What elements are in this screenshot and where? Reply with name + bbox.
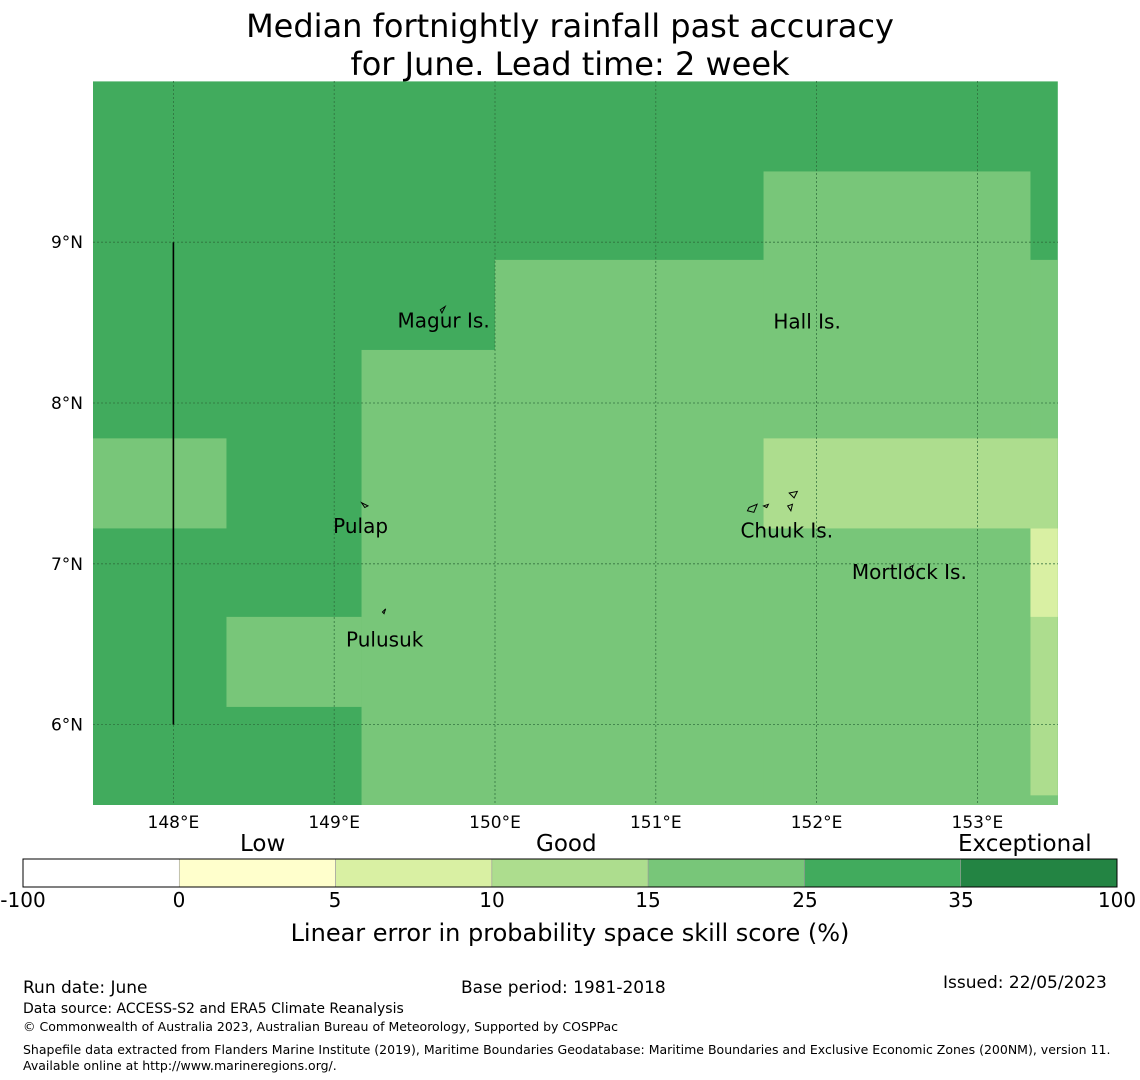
shapefile-credit: Shapefile data extracted from Flanders M… — [23, 1042, 1111, 1073]
colorbar-tick-label: 100 — [1097, 888, 1137, 912]
latitude-tick-label: 8°N — [51, 394, 83, 414]
colorbar-tick-label: 10 — [479, 888, 505, 912]
latitude-tick-label: 7°N — [51, 555, 83, 575]
chuuk-island-outline — [786, 503, 794, 512]
colorbar-category-low: Low — [240, 831, 286, 857]
longitude-tick-label: 149°E — [308, 813, 360, 833]
colorbar-tick-label: 35 — [948, 888, 974, 912]
colorbar-swatch — [647, 858, 805, 888]
longitude-tick-label: 148°E — [148, 813, 200, 833]
island-label: Pulap — [333, 514, 388, 538]
colorbar-axis-label: Linear error in probability space skill … — [290, 919, 850, 947]
copyright: © Commonwealth of Australia 2023, Austra… — [23, 1019, 618, 1034]
island-label: Chuuk Is. — [740, 518, 833, 542]
skill-cell — [763, 438, 1058, 529]
skill-cell — [1030, 528, 1058, 617]
run-date: Run date: June — [23, 978, 148, 998]
colorbar-tick-label: -100 — [0, 888, 46, 912]
colorbar-category-good: Good — [536, 831, 597, 857]
chuuk-island-outline — [762, 503, 770, 509]
colorbar-tick-label: 0 — [172, 888, 186, 912]
island-label: Hall Is. — [773, 310, 840, 334]
skill-raster — [93, 81, 1058, 805]
magur-island-outline — [439, 305, 447, 315]
data-source: Data source: ACCESS-S2 and ERA5 Climate … — [23, 1001, 404, 1017]
mortlock-island-outline — [909, 564, 914, 572]
island-label: Mortlock Is. — [852, 560, 967, 584]
colorbar-swatch — [491, 858, 649, 888]
colorbar-swatch — [178, 858, 336, 888]
colorbar-swatch — [804, 858, 962, 888]
chuuk-island-outline — [788, 490, 799, 499]
longitude-tick-label: 150°E — [469, 813, 521, 833]
colorbar-swatch — [960, 858, 1118, 888]
issued-date: Issued: 22/05/2023 — [943, 973, 1107, 993]
colorbar-category-exceptional: Exceptional — [958, 831, 1092, 857]
skill-cell — [93, 438, 227, 529]
latitude-tick-label: 9°N — [51, 233, 83, 253]
longitude-tick-label: 151°E — [630, 813, 682, 833]
chart-title-line-1: Median fortnightly rainfall past accurac… — [246, 7, 894, 45]
colorbar-swatch — [335, 858, 493, 888]
colorbar-swatch — [22, 858, 180, 888]
colorbar-tick-label: 15 — [635, 888, 661, 912]
colorbar-tick-label: 25 — [792, 888, 818, 912]
island-label: Magur Is. — [398, 308, 490, 332]
pulap-island-outline — [360, 501, 370, 509]
chuuk-island-outline — [746, 503, 759, 513]
base-period: Base period: 1981-2018 — [461, 978, 666, 998]
colorbar-frame — [22, 858, 1118, 888]
pulusuk-island-outline — [381, 608, 387, 615]
chart-title-line-2: for June. Lead time: 2 week — [350, 45, 790, 83]
skill-cell — [226, 616, 362, 707]
longitude-tick-label: 153°E — [952, 813, 1004, 833]
colorbar-tick-label: 5 — [328, 888, 342, 912]
island-label: Pulusuk — [346, 628, 424, 652]
longitude-tick-label: 152°E — [791, 813, 843, 833]
latitude-tick-label: 6°N — [51, 716, 83, 736]
